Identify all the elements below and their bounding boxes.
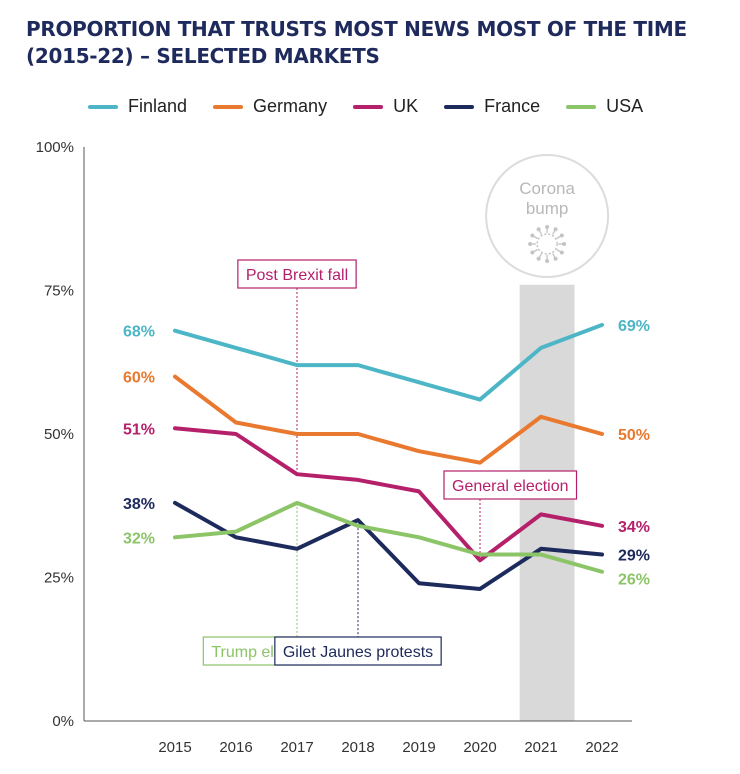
virus-spike-tip [553, 256, 558, 261]
legend-label-germany: Germany [253, 96, 328, 116]
corona-label-line-2: bump [526, 199, 569, 218]
annotation-label: General election [452, 478, 569, 495]
legend-label-usa: USA [606, 96, 644, 116]
x-tick-label: 2017 [280, 739, 313, 756]
y-tick-label: 50% [44, 426, 74, 443]
legend-label-finland: Finland [128, 96, 188, 116]
legend-label-france: France [484, 96, 541, 116]
start-label-germany: 60% [123, 370, 155, 387]
virus-spike-tip [545, 259, 550, 263]
x-tick-label: 2019 [402, 739, 435, 756]
x-tick-label: 2016 [219, 739, 252, 756]
virus-spike-tip [530, 233, 535, 238]
end-label-uk: 34% [618, 519, 650, 536]
series-line-uk [173, 426, 604, 563]
virus-spike-tip [536, 256, 541, 261]
legend-swatch-usa [566, 104, 597, 109]
end-label-finland: 69% [618, 318, 650, 335]
x-tick-label: 2018 [341, 739, 374, 756]
legend-item-germany: Germany [213, 96, 327, 117]
virus-spike-tip [536, 227, 541, 232]
chart-title: PROPORTION THAT TRUSTS MOST NEWS MOST OF… [26, 16, 726, 70]
y-tick-label: 100% [36, 139, 74, 156]
start-label-france: 38% [123, 496, 155, 513]
corona-circle [485, 154, 610, 278]
x-tick-label: 2020 [463, 739, 496, 756]
x-tick-label: 2021 [524, 739, 557, 756]
annotation-box [443, 470, 578, 500]
x-tick-label: 2022 [585, 739, 618, 756]
legend-swatch-uk [353, 104, 384, 109]
virus-spike-tip [528, 242, 533, 246]
chart-title-line-2: (2015-22) – SELECTED MARKETS [26, 44, 380, 68]
legend-item-usa: USA [566, 96, 643, 117]
virus-spike-tip [530, 250, 535, 255]
virus-spike-tip [559, 250, 564, 255]
corona-label-line-1: Corona [519, 179, 575, 198]
end-label-france: 29% [618, 548, 650, 565]
legend-item-uk: UK [353, 96, 418, 117]
corona-band [519, 284, 575, 721]
legend-swatch-germany [213, 104, 244, 109]
annotation-box [237, 259, 357, 289]
annotation-box [274, 636, 442, 666]
legend-swatch-finland [88, 104, 118, 109]
chart-legend: Finland Germany UK France USA [88, 96, 643, 117]
annotation-label: Gilet Jaunes protests [283, 644, 433, 661]
start-label-finland: 68% [123, 324, 155, 341]
series-line-usa [173, 500, 604, 574]
virus-spike-tip [562, 242, 567, 246]
legend-item-finland: Finland [88, 96, 187, 117]
x-tick-label: 2015 [158, 739, 191, 756]
virus-spike-tip [553, 227, 558, 232]
y-tick-label: 0% [52, 713, 74, 730]
y-tick-label: 75% [44, 283, 74, 300]
virus-spike-tip [545, 225, 550, 229]
start-label-uk: 51% [123, 421, 155, 438]
chart-title-line-1: PROPORTION THAT TRUSTS MOST NEWS MOST OF… [26, 17, 687, 41]
legend-item-france: France [444, 96, 540, 117]
y-tick-label: 25% [44, 570, 74, 587]
legend-swatch-france [444, 104, 475, 109]
virus-spike-tip [559, 233, 564, 238]
legend-label-uk: UK [393, 96, 419, 116]
series-line-finland [173, 322, 604, 402]
end-label-germany: 50% [618, 427, 650, 444]
start-label-usa: 32% [123, 530, 155, 547]
annotation-label: Post Brexit fall [246, 267, 348, 284]
end-label-usa: 26% [618, 572, 650, 589]
series-line-germany [173, 374, 604, 465]
virus-icon [536, 233, 558, 255]
